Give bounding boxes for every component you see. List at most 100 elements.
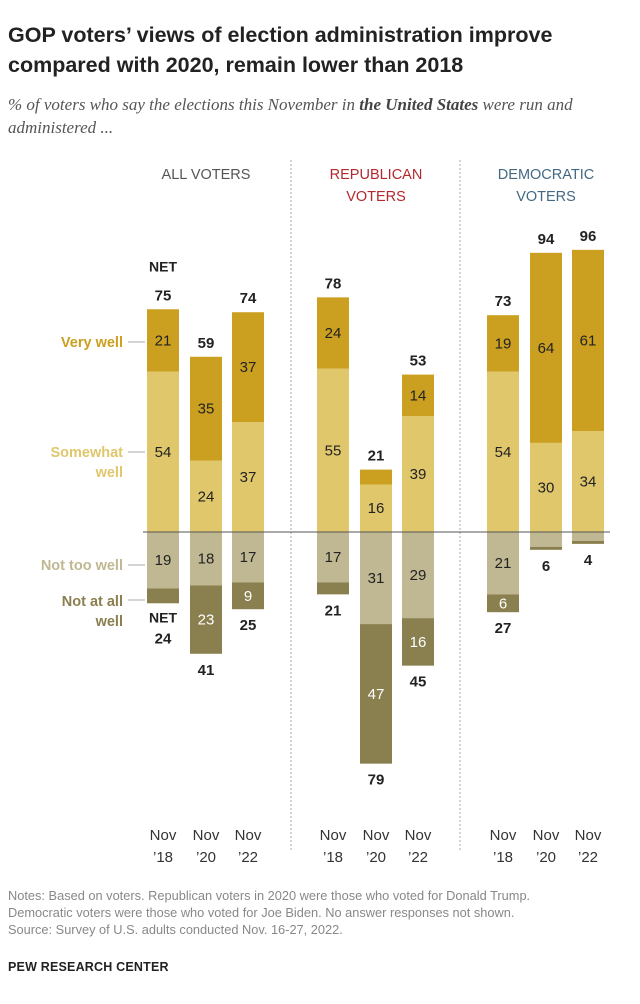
segment-label: 55 — [325, 442, 342, 459]
x-tick-label: Nov — [533, 827, 560, 844]
bar-segment-very — [360, 469, 392, 485]
bar-segment-very — [487, 315, 519, 372]
net-positive-label: 53 — [410, 353, 427, 370]
chart-subtitle: % of voters who say the elections this N… — [8, 93, 633, 139]
x-tick-label: Nov — [575, 827, 602, 844]
net-negative-label: 6 — [542, 558, 550, 575]
bar-segment-very — [232, 312, 264, 423]
x-tick-label: ’18 — [153, 849, 173, 866]
x-tick-label: ’20 — [366, 849, 386, 866]
segment-label: 24 — [198, 488, 215, 505]
segment-label: 24 — [325, 325, 342, 342]
segment-label: 6 — [499, 595, 507, 612]
legend-not-too-well: Not too well — [41, 558, 123, 574]
bar-segment-not_too — [232, 532, 264, 583]
net-negative-label: 41 — [198, 662, 215, 679]
x-tick-label: ’18 — [323, 849, 343, 866]
bar-segment-very — [317, 297, 349, 369]
bar-segment-not_too — [190, 532, 222, 586]
segment-label: 54 — [495, 444, 512, 461]
x-tick-label: Nov — [363, 827, 390, 844]
legend-very-well: Very well — [61, 335, 123, 351]
bar-segment-somewhat — [190, 460, 222, 532]
net-negative-label: 45 — [410, 674, 427, 691]
x-tick-label: Nov — [320, 827, 347, 844]
segment-label: 23 — [198, 612, 215, 629]
bar-segment-very — [147, 309, 179, 372]
note-line: Source: Survey of U.S. adults conducted … — [8, 922, 343, 937]
segment-label: 16 — [410, 634, 427, 651]
segment-label: 30 — [538, 479, 555, 496]
net-negative-label: 4 — [584, 552, 593, 569]
bar-segment-very — [572, 249, 604, 432]
segment-label: 9 — [244, 588, 252, 605]
segment-label: 47 — [368, 686, 385, 703]
x-tick-label: ’22 — [408, 849, 428, 866]
net-negative-label: 27 — [495, 620, 512, 637]
x-tick-label: Nov — [150, 827, 177, 844]
bar-segment-not_too — [317, 532, 349, 583]
bar-segment-not_at_all — [402, 618, 434, 666]
bar-segment-somewhat — [572, 431, 604, 532]
group-header: ALL VOTERS — [162, 167, 251, 183]
group-header: VOTERS — [346, 189, 406, 205]
x-tick-label: ’20 — [536, 849, 556, 866]
bar-segment-not_too — [402, 532, 434, 619]
group-header: VOTERS — [516, 189, 576, 205]
x-tick-label: Nov — [405, 827, 432, 844]
segment-label: 37 — [240, 359, 257, 376]
subtitle-text: % of voters who say the elections this N… — [8, 95, 360, 114]
net-positive-label: 94 — [538, 231, 555, 248]
net-positive-label: 21 — [368, 448, 385, 465]
bar-segment-not_at_all — [147, 588, 179, 604]
segment-label: 14 — [410, 387, 427, 404]
legend-not-at-all-well: well — [95, 614, 123, 630]
chart: ALL VOTERS REPUBLICAN VOTERS DEMOCRATIC VOTE… — [41, 160, 610, 866]
chart-title: GOP voters’ views of election administra… — [8, 23, 553, 77]
net-positive-label: 73 — [495, 293, 512, 310]
segment-label: 35 — [198, 401, 215, 418]
x-tick-label: ’20 — [196, 849, 216, 866]
bar-segment-not_at_all — [572, 540, 604, 544]
bar-segment-not_too — [360, 532, 392, 625]
bar-segment-not_at_all — [487, 594, 519, 613]
net-negative-label: 24 — [155, 630, 172, 647]
net-negative-label: 25 — [240, 617, 257, 634]
bar-segment-not_too — [487, 532, 519, 595]
bar-segment-very — [530, 252, 562, 443]
net-label: NET — [149, 258, 177, 274]
segment-label: 61 — [580, 332, 597, 349]
bar-segment-somewhat — [402, 416, 434, 532]
subtitle-text-end: were run and administered ... — [8, 95, 573, 137]
bar-segment-not_at_all — [360, 624, 392, 764]
segment-label: 54 — [155, 444, 172, 461]
notes: Notes: Based on voters. Republican voter… — [8, 887, 633, 938]
net-positive-label: 74 — [240, 290, 257, 307]
segment-label: 19 — [155, 552, 172, 569]
x-tick-label: Nov — [193, 827, 220, 844]
bar-segment-somewhat — [317, 368, 349, 532]
segment-label: 16 — [368, 500, 385, 517]
bar-segment-very — [190, 356, 222, 461]
segment-label: 17 — [240, 549, 257, 566]
bar-segment-not_at_all — [232, 582, 264, 610]
net-negative-label: 21 — [325, 602, 342, 619]
bar-segment-somewhat — [487, 371, 519, 532]
segment-label: 29 — [410, 567, 427, 584]
bar-segment-somewhat — [360, 484, 392, 532]
segment-label: 17 — [325, 549, 342, 566]
segment-label: 64 — [538, 340, 555, 357]
net-positive-label: 59 — [198, 335, 215, 352]
subtitle-bold: the United States — [359, 95, 479, 114]
bar-segment-somewhat — [530, 442, 562, 532]
note-line: Democratic voters were those who voted f… — [8, 905, 515, 920]
x-tick-label: Nov — [490, 827, 517, 844]
bar-segment-not_too — [572, 532, 604, 541]
segment-label: 21 — [495, 555, 512, 572]
segment-label: 21 — [155, 332, 172, 349]
bar-segment-not_too — [147, 532, 179, 589]
group-header: REPUBLICAN — [330, 167, 423, 183]
bar-segment-not_at_all — [530, 546, 562, 550]
segment-label: 37 — [240, 469, 257, 486]
